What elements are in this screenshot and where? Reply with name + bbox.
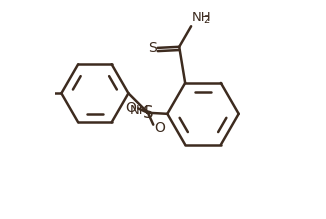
Text: O: O [154, 121, 165, 135]
Text: 2: 2 [203, 15, 209, 25]
Text: O: O [126, 101, 137, 115]
Text: NH: NH [192, 11, 212, 24]
Text: S: S [142, 104, 153, 122]
Text: NH: NH [129, 104, 149, 117]
Text: S: S [148, 41, 156, 55]
